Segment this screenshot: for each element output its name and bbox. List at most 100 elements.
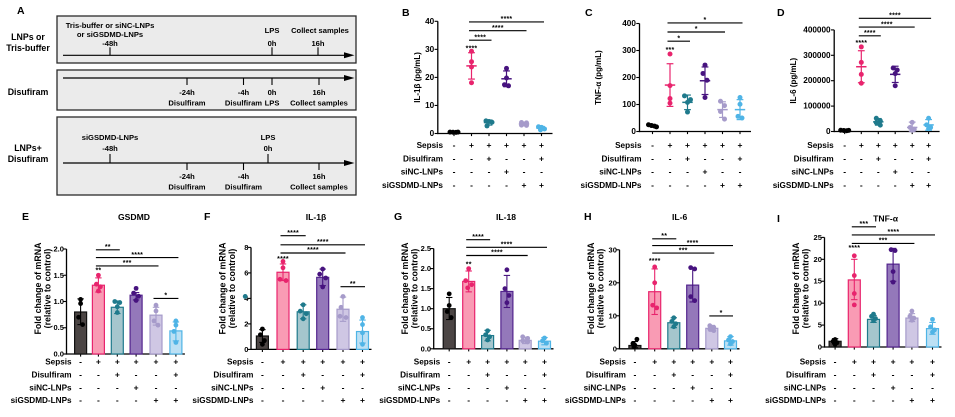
svg-text:+: + <box>320 382 325 392</box>
svg-text:-: - <box>834 382 837 392</box>
svg-text:-: - <box>282 369 285 379</box>
svg-text:*: * <box>164 293 167 300</box>
svg-text:-: - <box>843 140 846 150</box>
svg-text:-: - <box>704 153 707 163</box>
svg-text:Sepsis: Sepsis <box>800 357 827 366</box>
svg-text:+: + <box>115 369 120 379</box>
svg-text:Collect samples: Collect samples <box>290 99 348 108</box>
svg-text:+: + <box>281 356 286 366</box>
svg-text:****: **** <box>649 258 661 265</box>
svg-text:-: - <box>672 395 675 405</box>
svg-text:20: 20 <box>425 73 435 82</box>
svg-text:+: + <box>738 140 743 150</box>
svg-text:*: * <box>704 17 707 24</box>
svg-text:0.0: 0.0 <box>53 350 63 359</box>
svg-text:**: ** <box>466 262 472 269</box>
svg-text:-: - <box>669 167 672 177</box>
svg-text:-: - <box>524 369 527 379</box>
svg-text:-: - <box>834 369 837 379</box>
svg-text:-: - <box>651 153 654 163</box>
svg-text:+: + <box>891 382 896 392</box>
svg-text:-: - <box>633 369 636 379</box>
svg-text:siGSDMD-LNPs: siGSDMD-LNPs <box>765 396 826 405</box>
svg-text:-: - <box>834 356 837 366</box>
svg-text:+: + <box>728 369 733 379</box>
svg-text:-: - <box>302 382 305 392</box>
svg-text:Disufiram: Disufiram <box>8 87 49 97</box>
svg-text:+: + <box>360 369 365 379</box>
svg-text:Fold change of mRNA: Fold change of mRNA <box>791 242 801 335</box>
svg-text:0: 0 <box>826 127 831 136</box>
svg-text:-: - <box>97 369 100 379</box>
svg-text:H: H <box>584 211 592 223</box>
svg-text:-: - <box>79 369 82 379</box>
svg-text:Tris-buffer: Tris-buffer <box>6 43 50 53</box>
svg-text:+: + <box>909 356 914 366</box>
svg-text:-: - <box>892 395 895 405</box>
svg-text:***: *** <box>666 47 675 54</box>
svg-text:**: ** <box>350 281 356 288</box>
svg-text:-: - <box>860 167 863 177</box>
svg-text:+: + <box>523 356 528 366</box>
svg-text:****: **** <box>501 16 513 23</box>
svg-text:Disulfiram: Disulfiram <box>213 370 253 379</box>
svg-text:****: **** <box>881 21 893 28</box>
svg-text:Fold change of mRNA: Fold change of mRNA <box>218 242 228 335</box>
svg-text:0.5: 0.5 <box>421 324 431 333</box>
svg-text:(relative to control): (relative to control) <box>42 249 52 329</box>
svg-text:siGSDMD-LNPs: siGSDMD-LNPs <box>11 396 72 405</box>
svg-text:siGSDMD-LNPs: siGSDMD-LNPs <box>581 181 642 190</box>
svg-text:+: + <box>703 140 708 150</box>
svg-text:+: + <box>360 356 365 366</box>
svg-text:1.5: 1.5 <box>421 284 431 293</box>
svg-text:-4h: -4h <box>238 88 250 97</box>
svg-text:LNPs or: LNPs or <box>11 32 45 42</box>
svg-text:siNC-LNPs: siNC-LNPs <box>599 168 642 177</box>
svg-text:*: * <box>677 35 680 42</box>
svg-text:-: - <box>669 180 672 190</box>
svg-text:-: - <box>282 395 285 405</box>
svg-text:-: - <box>910 382 913 392</box>
svg-text:+: + <box>891 356 896 366</box>
svg-text:+: + <box>466 356 471 366</box>
svg-text:Disulfiram: Disulfiram <box>225 99 262 108</box>
svg-text:F: F <box>204 211 211 223</box>
svg-text:-: - <box>710 382 713 392</box>
svg-text:+: + <box>652 356 657 366</box>
svg-text:-: - <box>470 167 473 177</box>
svg-text:-: - <box>261 356 264 366</box>
svg-text:I: I <box>777 213 780 225</box>
svg-text:-: - <box>853 382 856 392</box>
svg-text:-: - <box>135 369 138 379</box>
svg-text:-: - <box>669 153 672 163</box>
svg-text:TNF-α (pg/mL): TNF-α (pg/mL) <box>594 50 603 105</box>
svg-text:+: + <box>173 369 178 379</box>
svg-text:25: 25 <box>814 233 822 242</box>
svg-text:Fold change of mRNA: Fold change of mRNA <box>400 242 410 335</box>
svg-text:+: + <box>910 180 915 190</box>
svg-text:-: - <box>704 180 707 190</box>
svg-text:LNPs+: LNPs+ <box>14 143 42 153</box>
svg-text:+: + <box>485 356 490 366</box>
svg-text:****: **** <box>317 239 329 246</box>
svg-text:+: + <box>930 356 935 366</box>
svg-text:Disulfiram: Disulfiram <box>786 370 826 379</box>
svg-text:+: + <box>154 356 159 366</box>
svg-text:*: * <box>695 26 698 33</box>
svg-text:8: 8 <box>244 243 248 252</box>
svg-text:+: + <box>728 395 733 405</box>
svg-text:+: + <box>909 395 914 405</box>
svg-text:LPS: LPS <box>261 133 276 142</box>
svg-text:16h: 16h <box>312 172 325 181</box>
svg-text:+: + <box>668 140 673 150</box>
svg-text:siNC-LNPs: siNC-LNPs <box>401 168 444 177</box>
svg-text:-: - <box>448 382 451 392</box>
svg-text:-: - <box>302 395 305 405</box>
svg-text:+: + <box>115 356 120 366</box>
svg-text:****: **** <box>889 13 901 20</box>
svg-text:+: + <box>173 356 178 366</box>
svg-text:+: + <box>341 356 346 366</box>
svg-text:+: + <box>522 140 527 150</box>
svg-text:-: - <box>505 153 508 163</box>
svg-text:0h: 0h <box>268 88 277 97</box>
